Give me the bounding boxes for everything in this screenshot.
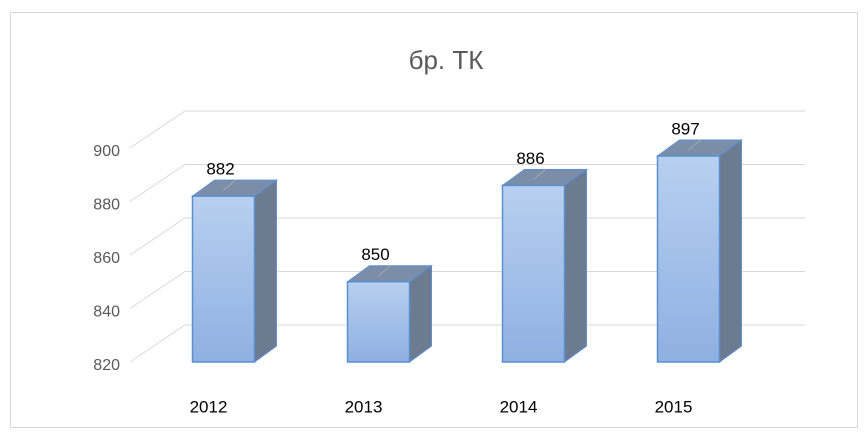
bar-face (346, 281, 411, 363)
chart-title: бр. ТК (409, 45, 484, 75)
x-tick-label: 2015 (655, 397, 693, 416)
grid-line (129, 271, 805, 309)
y-tick-label: 860 (93, 250, 120, 267)
bar (190, 179, 279, 363)
bar-face (191, 195, 256, 363)
x-tick-label: 2012 (190, 397, 228, 416)
data-label: 850 (361, 245, 389, 264)
bar (345, 264, 434, 363)
bar-side (564, 168, 587, 363)
bar-face (501, 184, 566, 363)
bar (500, 168, 589, 363)
bar-side (254, 179, 277, 363)
data-label-leader (223, 179, 236, 191)
grid-line (129, 164, 805, 202)
data-label: 886 (516, 149, 544, 168)
bar-face (656, 155, 721, 363)
y-tick-label: 880 (93, 197, 120, 214)
y-tick-label: 840 (93, 304, 120, 321)
grid-line (129, 110, 805, 149)
bar-side (409, 264, 432, 363)
grid-line (129, 217, 805, 256)
y-tick-label: 900 (93, 143, 120, 160)
data-label: 882 (206, 160, 234, 179)
data-label-leader (533, 169, 546, 180)
x-tick-label: 2014 (500, 397, 538, 416)
x-tick-label: 2013 (345, 397, 383, 416)
data-label-leader (688, 139, 701, 151)
grid-line (129, 324, 805, 363)
y-tick-label: 820 (93, 357, 120, 374)
data-label: 897 (671, 120, 699, 139)
bar-side (719, 139, 742, 363)
data-label-leader (378, 265, 391, 277)
bar (655, 139, 744, 363)
